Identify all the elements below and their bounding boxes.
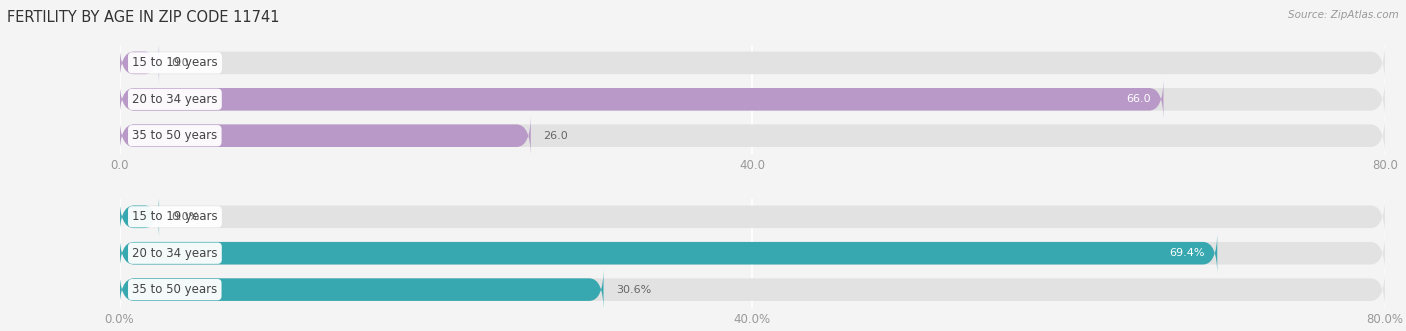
Text: FERTILITY BY AGE IN ZIP CODE 11741: FERTILITY BY AGE IN ZIP CODE 11741 [7,10,280,25]
FancyBboxPatch shape [120,268,1385,311]
Text: 35 to 50 years: 35 to 50 years [132,129,218,142]
Text: 15 to 19 years: 15 to 19 years [132,56,218,70]
FancyBboxPatch shape [120,195,1385,238]
Text: 30.6%: 30.6% [616,285,651,295]
Text: 0.0: 0.0 [172,58,190,68]
FancyBboxPatch shape [120,114,531,157]
Text: 20 to 34 years: 20 to 34 years [132,247,218,260]
FancyBboxPatch shape [120,114,1385,157]
FancyBboxPatch shape [120,78,1385,121]
Text: 20 to 34 years: 20 to 34 years [132,93,218,106]
FancyBboxPatch shape [120,78,1164,121]
Text: Source: ZipAtlas.com: Source: ZipAtlas.com [1288,10,1399,20]
FancyBboxPatch shape [120,232,1385,275]
FancyBboxPatch shape [120,268,603,311]
Text: 66.0: 66.0 [1126,94,1152,104]
FancyBboxPatch shape [120,195,159,238]
FancyBboxPatch shape [120,41,1385,84]
Text: 69.4%: 69.4% [1170,248,1205,258]
FancyBboxPatch shape [120,232,1218,275]
Text: 15 to 19 years: 15 to 19 years [132,210,218,223]
Text: 35 to 50 years: 35 to 50 years [132,283,218,296]
Text: 26.0: 26.0 [544,131,568,141]
FancyBboxPatch shape [120,41,159,84]
Text: 0.0%: 0.0% [172,212,200,222]
